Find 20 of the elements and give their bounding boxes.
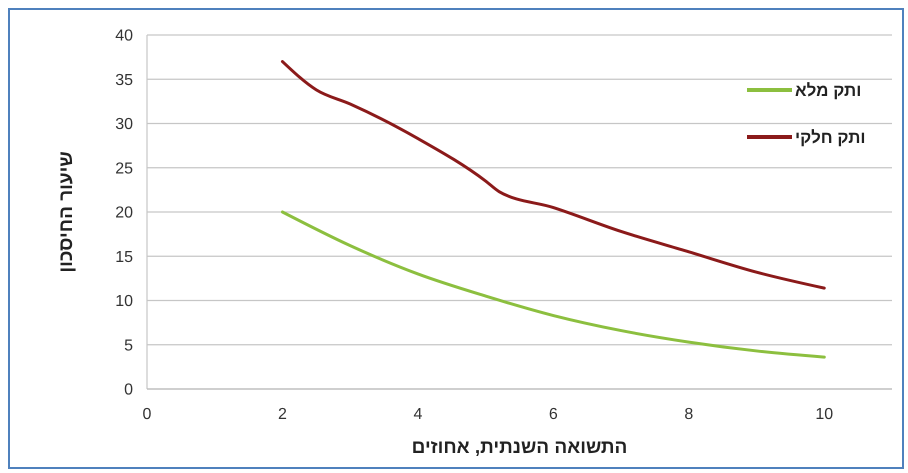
legend-label: ותק מלא [795,80,862,100]
x-axis-title: התשואה השנתית, אחוזים [412,437,628,458]
line-series [280,210,826,359]
y-tick-label: 0 [124,382,134,399]
x-tick-label: 8 [684,406,694,423]
y-tick-label: 15 [115,248,134,266]
y-tick-label: 35 [115,72,134,89]
y-tick-label: 10 [115,293,134,310]
x-tick-label: 10 [815,406,834,423]
y-tick-label: 30 [115,116,134,134]
legend-label: ותק חלקי [795,128,866,147]
x-tick-label: 0 [142,406,152,423]
x-tick-label: 6 [548,406,558,423]
x-tick-label: 2 [278,406,287,423]
y-tick-label: 20 [115,204,134,222]
x-tick-label: 4 [413,406,422,423]
y-tick-label: 40 [115,28,134,45]
y-tick-label: 25 [115,160,134,178]
y-axis-title: שיעור החיסכון [56,151,77,273]
y-tick-label: 5 [124,337,134,354]
